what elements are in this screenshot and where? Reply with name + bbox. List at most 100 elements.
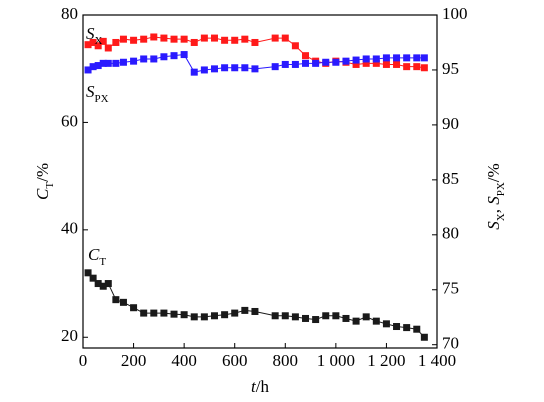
data-point — [413, 325, 421, 333]
data-point — [180, 35, 188, 43]
data-point — [210, 312, 218, 320]
data-point — [170, 35, 178, 43]
data-point — [352, 60, 360, 68]
data-point — [190, 313, 198, 321]
x-axis-label-part: /h — [256, 377, 270, 396]
data-point — [291, 60, 299, 68]
data-point — [362, 313, 370, 321]
data-point — [403, 54, 411, 62]
data-point — [200, 66, 208, 74]
data-point — [160, 34, 168, 42]
y-tick-label: 80 — [61, 4, 78, 23]
x-tick-label: 1 200 — [367, 351, 405, 370]
data-point — [271, 63, 279, 71]
data-point — [112, 38, 120, 46]
y-axis-label-part: T — [44, 182, 56, 189]
x-axis-label-part: t — [251, 377, 257, 396]
data-point — [302, 59, 310, 67]
data-point — [104, 59, 112, 67]
data-point — [302, 52, 310, 60]
y2-axis-label: SX, SPX/% — [484, 163, 507, 229]
y2-axis-label-part: S — [484, 221, 503, 230]
data-point — [170, 52, 178, 60]
y2-tick-label: 80 — [442, 224, 459, 243]
series-name: SPX — [86, 82, 109, 105]
data-point — [150, 33, 158, 41]
data-point — [94, 42, 102, 50]
series-name: SX — [86, 24, 103, 47]
y-axis-label-part: /% — [33, 163, 52, 182]
data-point — [190, 68, 198, 76]
data-point — [221, 36, 229, 44]
data-point — [140, 309, 148, 317]
data-point — [342, 314, 350, 322]
data-point — [251, 38, 259, 46]
data-point — [221, 311, 229, 319]
y2-axis-label-part: X — [495, 213, 507, 221]
data-point — [150, 55, 158, 63]
y-axis-label-part: C — [33, 188, 52, 200]
data-point — [372, 317, 380, 325]
data-point — [312, 59, 320, 67]
data-point — [84, 41, 92, 49]
data-point — [231, 36, 239, 44]
data-point — [332, 58, 340, 66]
data-point — [160, 53, 168, 61]
series-name-part: S — [86, 82, 95, 101]
data-point — [190, 38, 198, 46]
data-point — [393, 54, 401, 62]
data-point — [160, 309, 168, 317]
data-point — [251, 307, 259, 315]
data-point — [352, 317, 360, 325]
data-point — [372, 55, 380, 63]
data-point — [382, 320, 390, 328]
x-tick-label: 800 — [273, 351, 299, 370]
y-tick-label: 60 — [61, 111, 78, 130]
data-point — [99, 282, 107, 290]
data-point — [393, 323, 401, 331]
data-point — [241, 64, 249, 72]
x-tick-label: 400 — [171, 351, 197, 370]
data-point — [291, 42, 299, 50]
data-point — [420, 54, 428, 62]
data-point — [140, 35, 148, 43]
data-point — [281, 34, 289, 42]
y-tick-label: 20 — [61, 326, 78, 345]
data-point — [89, 274, 97, 282]
data-point — [180, 51, 188, 59]
y-axis-label: CT/% — [33, 163, 56, 200]
data-point — [94, 280, 102, 288]
data-point — [420, 64, 428, 72]
data-point — [130, 57, 138, 65]
data-point — [291, 313, 299, 321]
data-point — [84, 66, 92, 74]
data-point — [413, 54, 421, 62]
data-point — [170, 310, 178, 318]
data-point — [302, 314, 310, 322]
plot-frame — [82, 14, 438, 349]
x-tick-label: 1 000 — [317, 351, 355, 370]
data-point — [403, 63, 411, 71]
data-point — [382, 60, 390, 68]
data-point — [210, 34, 218, 42]
data-point — [140, 55, 148, 63]
data-point — [99, 59, 107, 67]
series-name-part: X — [95, 35, 103, 47]
data-point — [150, 309, 158, 317]
data-point — [200, 313, 208, 321]
data-point — [104, 44, 112, 52]
data-point — [119, 58, 127, 66]
data-point — [112, 59, 120, 67]
data-point — [241, 306, 249, 314]
y2-tick-label: 100 — [442, 4, 468, 23]
data-point — [271, 34, 279, 42]
data-point — [322, 58, 330, 66]
data-point — [210, 65, 218, 73]
y2-tick-label: 70 — [442, 334, 459, 353]
data-point — [130, 304, 138, 312]
data-point — [362, 59, 370, 67]
x-tick-label: 1 400 — [418, 351, 456, 370]
data-point — [119, 35, 127, 43]
y2-axis-label-part: , — [484, 205, 503, 214]
